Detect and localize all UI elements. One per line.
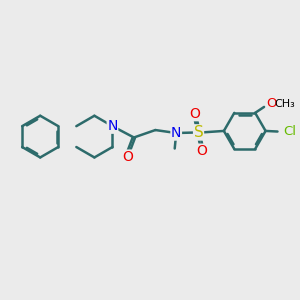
Text: O: O	[190, 107, 200, 121]
Text: N: N	[171, 126, 181, 140]
Text: O: O	[197, 144, 208, 158]
Text: S: S	[194, 125, 203, 140]
Text: O: O	[122, 150, 133, 164]
Text: O: O	[266, 97, 277, 110]
Text: Cl: Cl	[284, 125, 296, 138]
Text: CH₃: CH₃	[275, 99, 296, 109]
Text: N: N	[107, 119, 118, 133]
